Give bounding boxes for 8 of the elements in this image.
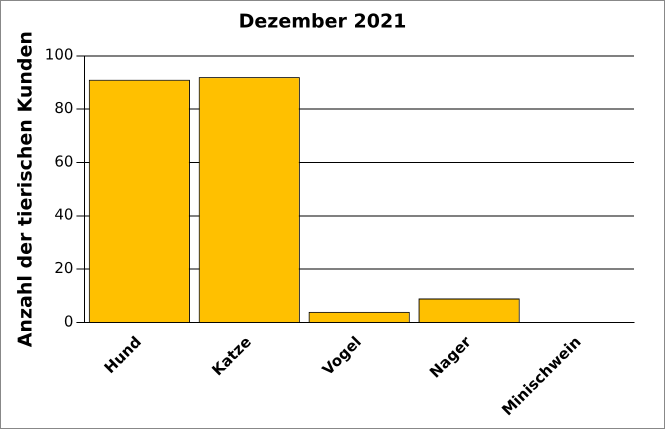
y-tick-label: 40 xyxy=(54,206,74,224)
y-tick-label: 100 xyxy=(44,46,74,64)
chart-title: Dezember 2021 xyxy=(238,10,406,32)
y-axis-title: Anzahl der tierischen Kunden xyxy=(14,31,36,348)
y-tick-label: 20 xyxy=(54,259,74,278)
y-tick-label: 0 xyxy=(64,312,74,330)
y-tick-label: 80 xyxy=(54,99,74,118)
y-tick-label: 60 xyxy=(54,152,74,170)
